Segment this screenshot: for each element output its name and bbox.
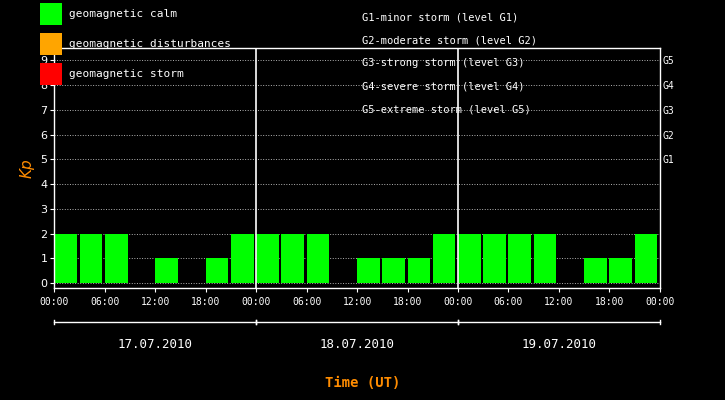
Bar	[206, 258, 228, 283]
Bar	[634, 234, 658, 283]
Bar	[307, 234, 329, 283]
Text: 19.07.2010: 19.07.2010	[521, 338, 597, 351]
Bar	[357, 258, 380, 283]
Bar	[534, 234, 556, 283]
Bar	[256, 234, 279, 283]
Text: geomagnetic storm: geomagnetic storm	[69, 69, 183, 79]
Y-axis label: Kp: Kp	[20, 158, 35, 178]
Bar	[609, 258, 632, 283]
Text: G3-strong storm (level G3): G3-strong storm (level G3)	[362, 58, 525, 68]
Bar	[54, 234, 77, 283]
Bar	[155, 258, 178, 283]
Bar	[231, 234, 254, 283]
Text: G5-extreme storm (level G5): G5-extreme storm (level G5)	[362, 105, 531, 115]
Bar	[433, 234, 455, 283]
Text: 17.07.2010: 17.07.2010	[117, 338, 193, 351]
Bar	[80, 234, 102, 283]
Text: 18.07.2010: 18.07.2010	[320, 338, 394, 351]
Text: G2-moderate storm (level G2): G2-moderate storm (level G2)	[362, 35, 537, 45]
Bar	[382, 258, 405, 283]
Text: G1-minor storm (level G1): G1-minor storm (level G1)	[362, 12, 519, 22]
Bar	[458, 234, 481, 283]
Bar	[508, 234, 531, 283]
Bar	[407, 258, 430, 283]
Bar	[483, 234, 506, 283]
Bar	[584, 258, 607, 283]
Bar	[281, 234, 304, 283]
Text: G4-severe storm (level G4): G4-severe storm (level G4)	[362, 82, 525, 92]
Text: Time (UT): Time (UT)	[325, 376, 400, 390]
Text: geomagnetic calm: geomagnetic calm	[69, 9, 177, 19]
Text: geomagnetic disturbances: geomagnetic disturbances	[69, 39, 231, 49]
Bar	[105, 234, 128, 283]
